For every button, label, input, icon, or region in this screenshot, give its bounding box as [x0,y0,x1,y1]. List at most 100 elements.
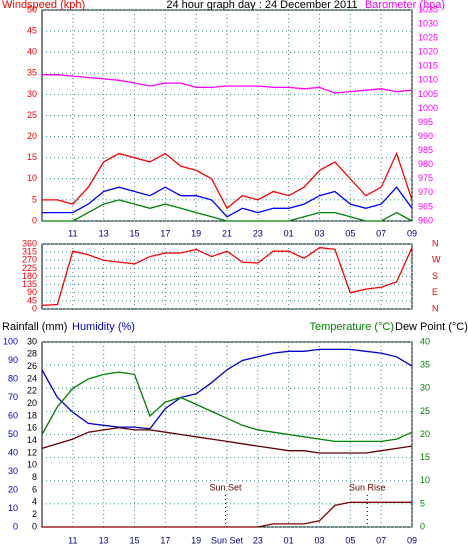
x-tick-label: 05 [345,228,355,238]
y-tick-label: 26 [27,361,37,371]
y2-tick-label: 995 [418,117,433,127]
series-line [41,246,413,307]
y-tick-label: 4 [32,497,37,507]
y-tick-label: 5 [32,194,37,204]
y-tick-label: 45 [27,25,37,35]
y-tick-label: 12 [27,447,37,457]
x-tick-label: 19 [191,228,201,238]
y2-tick-label: 960 [418,215,433,225]
x-tick-label: 07 [376,535,386,545]
y2-tick-label: 965 [418,201,433,211]
y2-tick-label: 1030 [418,18,438,28]
y3-tick-label: 0 [13,521,18,531]
y3-tick-label: 60 [8,410,18,420]
series-line [42,501,412,528]
y3-tick-label: 30 [8,466,18,476]
y2-tick-label: 35 [420,360,430,370]
y-tick-label: 24 [27,373,37,383]
y-tick-label: 0 [32,521,37,531]
y-tick-label: 35 [27,68,37,78]
y-tick-label: 30 [27,89,37,99]
y3-tick-label: 90 [8,355,18,365]
x-tick-label: 07 [376,228,386,238]
y2-tick-label: 1005 [418,89,438,99]
y2-tick-label: 1020 [418,47,438,57]
y-tick-label: 15 [27,152,37,162]
humidity-label: Humidity (%) [72,321,135,333]
y3-tick-label: 100 [3,336,18,346]
series-line [42,199,413,222]
x-tick-label: 23 [253,535,263,545]
y2-tick-label: 990 [418,131,433,141]
y-tick-label: 20 [27,398,37,408]
chart-title: 24 hour graph day : 24 December 2011 [166,0,357,11]
series-line [41,371,413,443]
y2-tick-label: 10 [420,475,430,485]
x-tick-label: 09 [407,228,417,238]
y-tick-label: 2 [32,509,37,519]
y-tick-label: 225 [22,263,37,273]
x-tick-label: 21 [222,228,232,238]
y-tick-label: 135 [22,279,37,289]
y-tick-label: 6 [32,484,37,494]
x-tick-label: 13 [99,535,109,545]
y2-tick-label: 970 [418,187,433,197]
y2-tick-label: 40 [420,336,430,346]
y2-tick-label: 975 [418,173,433,183]
y2-tick-label: 1015 [418,61,438,71]
y2-tick-label: 15 [420,452,430,462]
x-tick-label: 15 [129,228,139,238]
y-tick-label: 10 [27,460,37,470]
y-tick-label: 10 [27,173,37,183]
x-tick-label: 05 [345,535,355,545]
y3-tick-label: 10 [8,503,18,513]
y-tick-label: 22 [27,386,37,396]
barometer-label: Barometer (hpa) [365,0,445,11]
x-tick-label: 03 [314,535,324,545]
y2-tick-label: 5 [420,498,425,508]
x-tick-label: 11 [68,535,77,545]
y-tick-label: 0 [32,215,37,225]
y2-tick-label: 1025 [418,33,438,43]
y-tick-label: 315 [22,247,37,257]
y-tick-label: 28 [27,349,37,359]
series-line [42,74,413,94]
y2-tick-label: N [432,238,439,248]
y-tick-label: 8 [32,472,37,482]
x-tick-label: 03 [314,228,324,238]
x-tick-label: 11 [68,228,77,238]
y2-tick-label: E [432,287,438,297]
y2-tick-label: 985 [418,145,433,155]
y2-tick-label: 980 [418,159,433,169]
x-tick-label: 15 [129,535,139,545]
y-tick-label: 90 [27,287,37,297]
y3-tick-label: 50 [8,429,18,439]
x-tick-label: 01 [284,535,294,545]
temperature-label: Temperature (°C) [310,321,394,333]
x-tick-label: 09 [407,535,417,545]
y-tick-label: 360 [22,238,37,248]
y-tick-label: 45 [27,295,37,305]
series-line [41,426,413,454]
y2-tick-label: 30 [420,383,430,393]
y2-tick-label: N [432,303,439,313]
series-line [42,151,413,210]
y-tick-label: 14 [27,435,37,445]
rainfall-label: Rainfall (mm) [2,321,67,333]
annotation-text: Sun Set [209,482,242,492]
y2-tick-label: W [432,255,441,265]
y2-tick-label: 20 [420,429,430,439]
y-tick-label: 25 [27,110,37,120]
x-tick-label: 17 [160,535,170,545]
x-tick-label: 23 [253,228,263,238]
y2-tick-label: 1010 [418,75,438,85]
x-tick-label: Sun Set [211,535,244,545]
y3-tick-label: 80 [8,373,18,383]
windspeed-label: Windspeed (kph) [2,0,85,11]
y-tick-label: 270 [22,255,37,265]
y2-tick-label: 0 [420,521,425,531]
annotation-text: Sun Rise [349,482,386,492]
y2-tick-label: 25 [420,406,430,416]
x-tick-label: 17 [160,228,170,238]
y2-tick-label: 1000 [418,103,438,113]
